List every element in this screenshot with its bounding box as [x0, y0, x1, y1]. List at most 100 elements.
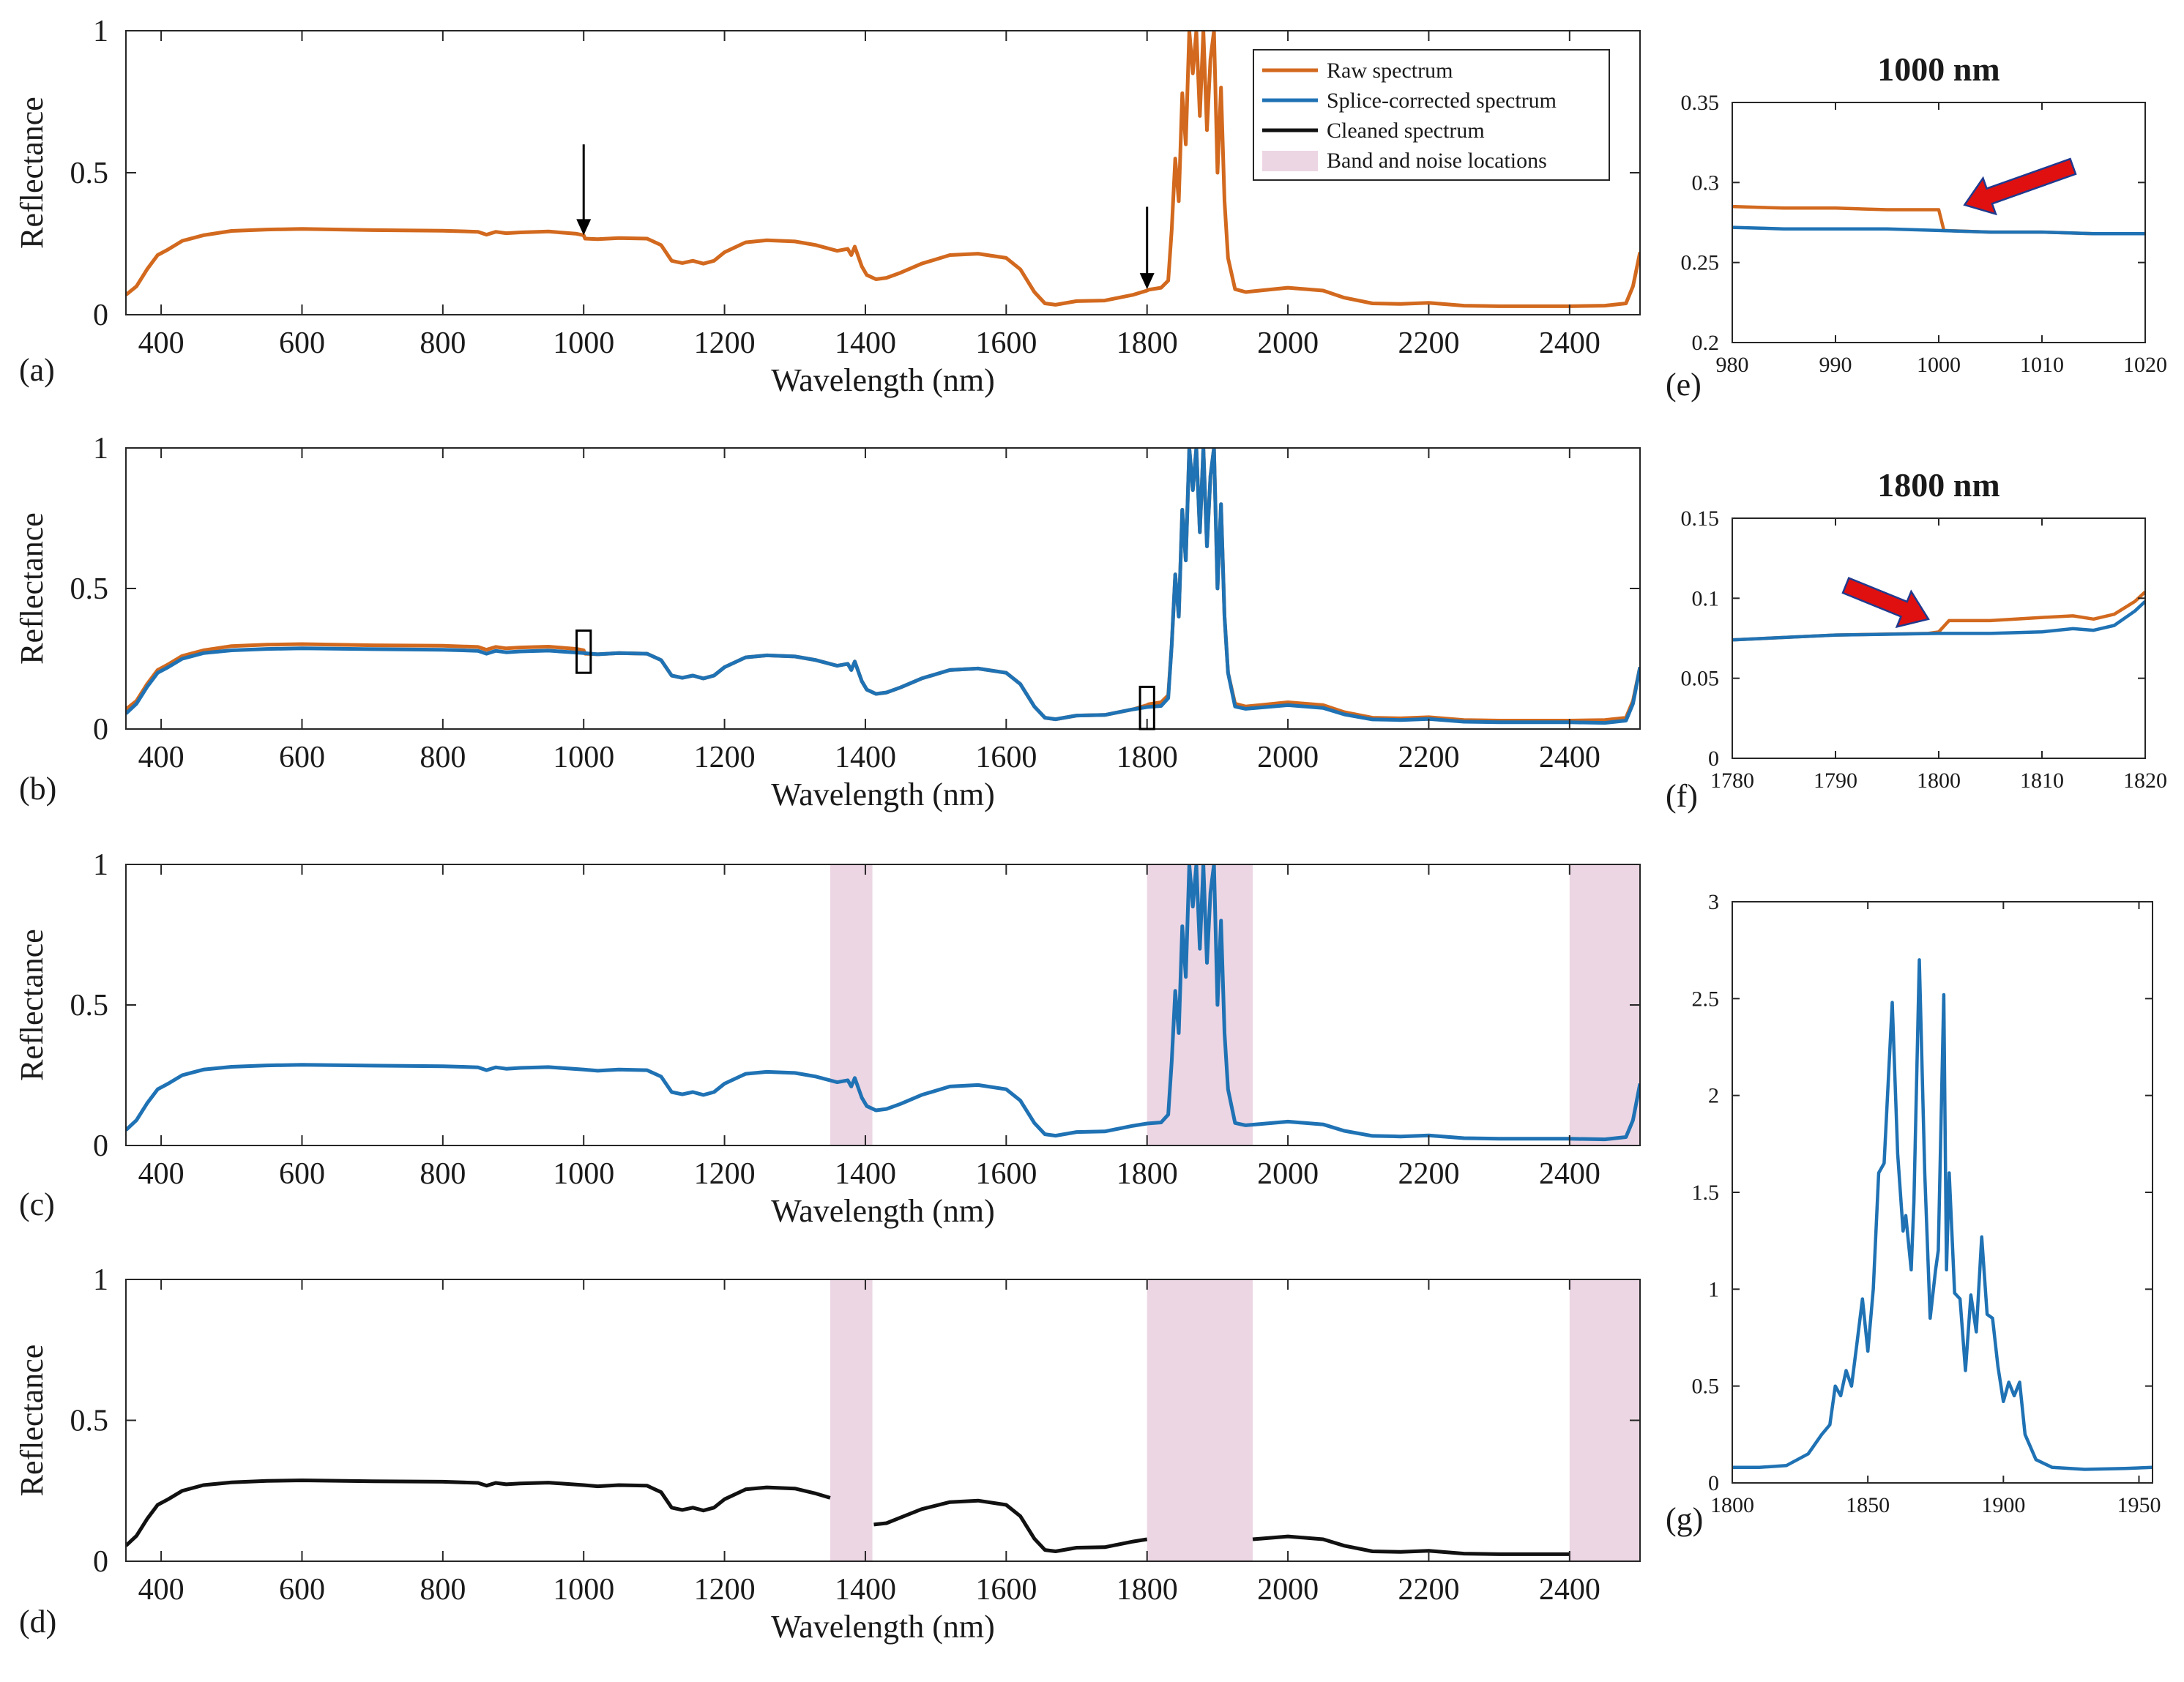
x-tick-label: 1950 — [2117, 1493, 2161, 1517]
y-tick-label: 0.05 — [1681, 667, 1720, 691]
x-tick-label: 1000 — [553, 326, 614, 360]
x-axis-label: Wavelength (nm) — [771, 1193, 995, 1229]
x-tick-label: 1790 — [1814, 769, 1857, 793]
x-tick-label: 600 — [279, 741, 325, 774]
x-tick-label: 1200 — [694, 326, 756, 360]
x-tick-label: 1000 — [553, 1573, 614, 1607]
y-tick-label: 1 — [93, 432, 108, 466]
x-tick-label: 1200 — [694, 1573, 756, 1607]
x-tick-label: 800 — [420, 1157, 466, 1191]
inset-title: 1000 nm — [1877, 51, 1999, 88]
x-tick-label: 2200 — [1398, 1573, 1459, 1607]
x-tick-label: 1800 — [1117, 326, 1178, 360]
y-tick-label: 0.1 — [1692, 586, 1720, 610]
x-tick-label: 2000 — [1257, 1573, 1319, 1607]
annotation-box — [575, 629, 592, 674]
x-tick-label: 1400 — [835, 1157, 896, 1191]
band-region — [830, 1279, 873, 1561]
y-tick-label: 1.5 — [1692, 1181, 1720, 1205]
x-tick-label: 400 — [138, 326, 185, 360]
x-axis-label: Wavelength (nm) — [771, 777, 995, 812]
arrow-head — [1139, 273, 1155, 290]
series-line-cleaned — [1252, 1534, 1570, 1556]
annotation-box — [1138, 685, 1155, 730]
y-tick-label: 0.25 — [1681, 251, 1720, 275]
x-tick-label: 2000 — [1257, 326, 1319, 360]
panel-b: 400 600 800 1000 1200 1400 1600 1800 2000 2200 240… — [14, 432, 1641, 812]
y-tick-label: 0 — [93, 1129, 108, 1163]
panel-label: (f) — [1666, 778, 1698, 814]
y-tick-label: 2 — [1708, 1084, 1719, 1108]
y-tick-label: 1 — [93, 15, 108, 48]
x-tick-label: 400 — [138, 1157, 185, 1191]
series-line-splice — [126, 864, 1640, 1142]
x-tick-label: 980 — [1716, 353, 1749, 377]
y-tick-label: 0.5 — [70, 1405, 109, 1438]
x-tick-label: 1820 — [2123, 769, 2167, 793]
legend-entry: Cleaned spectrum — [1327, 119, 1485, 143]
panel-label: (g) — [1666, 1501, 1703, 1537]
panel-label: (b) — [19, 771, 56, 807]
x-tick-label: 400 — [138, 1573, 185, 1607]
panel-d: 400 600 800 1000 1200 1400 1600 1800 2000 2200 240… — [14, 1263, 1641, 1645]
panel-g: 1800 1850 1900 1950 0 0.5 1 1.5 2 2.5 3 (g) — [1666, 890, 2161, 1537]
series-line-cleaned — [873, 1498, 1148, 1553]
x-tick-label: 800 — [420, 741, 466, 774]
x-tick-label: 1600 — [975, 326, 1037, 360]
x-tick-label: 1600 — [975, 1573, 1037, 1607]
axes-frame — [1732, 901, 2153, 1484]
series-line-cleaned — [126, 1479, 831, 1547]
y-axis-label: Reflectance — [14, 1345, 50, 1497]
axes-frame — [125, 1279, 1641, 1562]
y-tick-label: 0.35 — [1681, 91, 1720, 115]
x-tick-label: 1000 — [553, 741, 614, 774]
arrow-head — [576, 219, 592, 236]
y-axis-label: Reflectance — [14, 929, 50, 1081]
y-tick-label: 0.5 — [70, 989, 109, 1023]
x-tick-label: 1020 — [2123, 353, 2167, 377]
x-tick-label: 2000 — [1257, 741, 1319, 774]
legend-entry: Raw spectrum — [1327, 59, 1453, 83]
y-tick-label: 0.5 — [1692, 1375, 1720, 1399]
x-tick-label: 800 — [420, 326, 466, 360]
panel-label: (d) — [19, 1604, 56, 1640]
x-tick-label: 1200 — [694, 741, 756, 774]
x-tick-label: 1400 — [835, 1573, 896, 1607]
y-tick-label: 2.5 — [1692, 987, 1720, 1011]
x-tick-label: 1400 — [835, 741, 896, 774]
panel-label: (e) — [1666, 367, 1702, 403]
x-tick-label: 600 — [279, 326, 325, 360]
legend-entry: Splice-corrected spectrum — [1327, 89, 1557, 113]
y-axis-label: Reflectance — [14, 512, 50, 665]
x-tick-label: 1800 — [1117, 1573, 1178, 1607]
x-tick-label: 2200 — [1398, 326, 1459, 360]
x-tick-label: 1600 — [975, 741, 1037, 774]
red-arrow-icon — [1841, 577, 1930, 629]
series-line-raw — [126, 448, 1640, 722]
x-tick-label: 800 — [420, 1573, 466, 1607]
series-line-splice — [1732, 225, 2145, 236]
y-tick-label: 0.3 — [1692, 171, 1720, 195]
x-tick-label: 1800 — [1917, 769, 1961, 793]
y-axis-label: Reflectance — [14, 97, 50, 249]
axes-frame — [125, 864, 1641, 1146]
legend: Raw spectrum Splice-corrected spectrum Cle… — [1253, 49, 1610, 181]
x-tick-label: 1600 — [975, 1157, 1037, 1191]
panel-f: 1780 1790 1800 1810 1820 0 0.05 0.1 0.15 1800 nm (… — [1666, 466, 2167, 814]
y-tick-label: 0.5 — [70, 157, 109, 190]
x-tick-label: 2400 — [1539, 741, 1600, 774]
y-tick-label: 0 — [93, 713, 108, 747]
series-line-splice — [1732, 958, 2153, 1471]
x-tick-label: 2400 — [1539, 1157, 1600, 1191]
x-tick-label: 1800 — [1117, 741, 1178, 774]
x-tick-label: 1900 — [1981, 1493, 2025, 1517]
band-region — [1147, 1279, 1253, 1561]
x-tick-label: 1010 — [2020, 353, 2064, 377]
x-tick-label: 2200 — [1398, 741, 1459, 774]
x-tick-label: 1800 — [1117, 1157, 1178, 1191]
x-tick-label: 2200 — [1398, 1157, 1459, 1191]
panel-label: (a) — [19, 352, 55, 388]
y-tick-label: 0.2 — [1692, 331, 1720, 355]
axes-frame — [125, 447, 1641, 730]
y-tick-label: 1 — [93, 1263, 108, 1297]
